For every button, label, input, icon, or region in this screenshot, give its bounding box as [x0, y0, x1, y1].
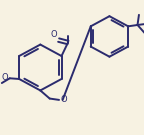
Text: O: O [51, 30, 57, 39]
Text: O: O [60, 95, 67, 104]
Text: O: O [2, 73, 9, 82]
